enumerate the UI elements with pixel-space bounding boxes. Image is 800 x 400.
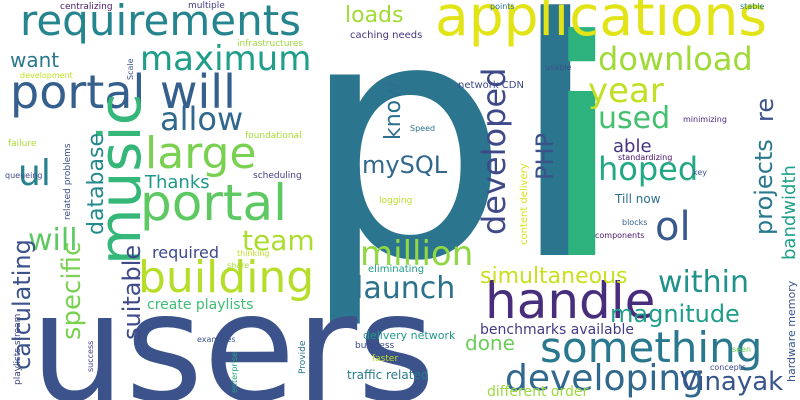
word-scheduling: scheduling — [253, 171, 302, 181]
word-want: want — [10, 48, 59, 72]
word-examples: examples — [197, 335, 236, 344]
word-bandwidth: bandwidth — [779, 165, 800, 260]
word-used: used — [598, 101, 670, 136]
word-logging: logging — [379, 196, 412, 206]
word-playlists-stream: playlists stream — [13, 314, 23, 385]
word-share: share — [227, 261, 249, 270]
word-allow: allow — [160, 100, 243, 138]
word-will: will — [28, 223, 78, 258]
word-suitable: suitable — [118, 245, 146, 340]
word-network-cdn: network CDN — [458, 80, 524, 91]
word-re: re — [751, 98, 779, 122]
word-infrastructures: infrastructures — [237, 39, 303, 49]
word-benchmarks-available: benchmarks available — [480, 322, 634, 338]
word-done: done — [465, 331, 515, 355]
word-handle: handle — [485, 272, 655, 330]
word-projects: projects — [750, 139, 778, 235]
word-developing: developing — [505, 358, 704, 399]
word-success: success — [86, 341, 95, 372]
word-queueing: queueing — [5, 171, 42, 180]
word-large: large — [145, 128, 257, 179]
word-developed: developed — [475, 68, 513, 235]
word-concepts: concepts — [710, 363, 746, 372]
word-traffic-related: traffic related — [347, 368, 428, 382]
word-points: points — [490, 2, 515, 11]
word-components: components — [595, 231, 644, 240]
word-requirements: requirements — [20, 0, 301, 45]
word-faster: faster — [372, 354, 398, 364]
word-users: users — [30, 262, 435, 400]
word-thinking: thinking — [237, 249, 270, 258]
word-download: download — [598, 40, 753, 78]
word-simultaneous: simultaneous — [480, 264, 628, 289]
word-know: know — [381, 82, 406, 140]
word-eliminating: eliminating — [368, 264, 424, 275]
word-standardizing: standardizing — [618, 153, 672, 162]
word-related-problems: related problems — [63, 143, 73, 220]
word-failure: failure — [8, 139, 37, 149]
word-able: able — [613, 136, 652, 157]
word-stable: stable — [740, 2, 765, 11]
word-within: within — [658, 265, 749, 300]
word-ol: ol — [655, 204, 691, 250]
word-speed: Speed — [410, 124, 435, 133]
word-till-now: Till now — [614, 192, 661, 206]
word-launch: launch — [355, 271, 455, 306]
word-development: development — [20, 71, 73, 80]
word-i: i — [540, 0, 623, 326]
word-different-order: different order — [487, 384, 588, 400]
word-enterprise: enterprise — [230, 352, 239, 393]
word-php: PHP — [531, 133, 559, 180]
word-portal-will: portal will — [10, 65, 236, 119]
word-hardware-memory: hardware memory — [785, 280, 798, 382]
word-music: music — [86, 94, 154, 265]
word-delivery-network: delivery network — [363, 329, 456, 342]
word-database: database — [84, 133, 109, 235]
word-loads: loads — [345, 3, 403, 28]
word-million: million — [360, 234, 473, 274]
word-magnitude: magnitude — [610, 300, 740, 328]
word-applications: applications — [435, 0, 767, 48]
word-create-playlists: create playlists — [147, 297, 253, 313]
word-calculating: calculating — [8, 239, 36, 370]
word-centralizing: centralizing — [60, 2, 113, 12]
word-vinayak: Vinayak — [680, 367, 783, 397]
word-usable: usable — [545, 63, 571, 72]
word-required: required — [152, 243, 219, 262]
word-thanks: Thanks — [144, 172, 210, 193]
word-maximum: maximum — [140, 39, 311, 79]
word-seen: seen — [732, 345, 751, 354]
word-provide: Provide — [298, 340, 308, 374]
word-specific: specific — [57, 242, 87, 340]
word-minimizing: minimizing — [683, 115, 727, 124]
word-building: building — [138, 252, 314, 303]
word-content-delivery: content delivery — [519, 163, 530, 245]
word-business: business — [355, 341, 395, 351]
word-foundational: foundational — [245, 131, 302, 141]
word-scale: Scale — [126, 58, 135, 80]
word-multiple: multiple — [188, 1, 225, 11]
word-key: key — [693, 168, 707, 177]
word-year: year — [588, 71, 664, 111]
word-hoped: hoped — [598, 150, 698, 188]
word-ul: ul — [18, 153, 51, 194]
word-blocks: blocks — [622, 218, 647, 227]
word-pl: pl — [300, 0, 601, 333]
word-something: something — [540, 323, 762, 372]
word-mysql: mySQL — [362, 151, 448, 179]
word-portal: portal — [140, 174, 287, 232]
word-team: team — [242, 224, 315, 257]
word-caching-needs: caching needs — [350, 30, 422, 41]
